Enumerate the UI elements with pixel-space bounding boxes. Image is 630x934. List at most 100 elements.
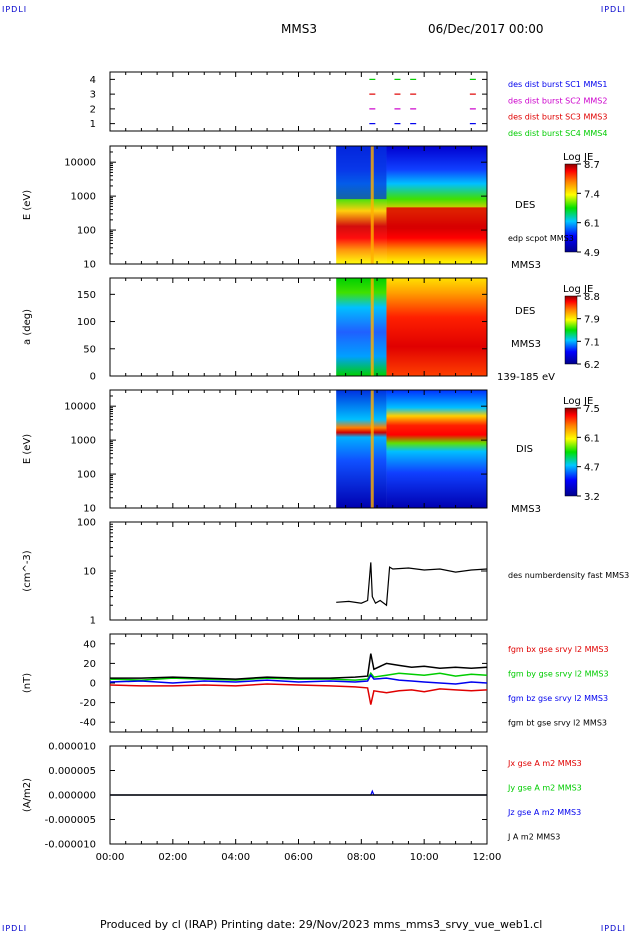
series-line-density: [336, 562, 488, 607]
y-tick-label-fgm: -20: [80, 698, 96, 709]
heatmap-spike: [370, 390, 374, 508]
y-tick-label-dis-energy: 10: [83, 504, 96, 515]
y-tick-label-des-pitch: 0: [90, 372, 96, 383]
series-legend-fgm: fgm by gse srvy l2 MMS3: [508, 670, 609, 679]
series-legend-current: Jz gse A m2 MMS3: [507, 808, 581, 817]
heatmap-region: [386, 278, 487, 376]
corner-label-bottom-left: IPDLI: [2, 924, 28, 933]
side-label-des-energy: MMS3: [511, 260, 541, 271]
heatmap-region: [386, 390, 487, 508]
y-tick-label-des-pitch: 50: [83, 344, 96, 355]
y-tick-label-fgm: -40: [80, 718, 96, 729]
series-line-fgm: [109, 671, 488, 681]
heatmap-region: [386, 146, 487, 264]
colorbar-tick-label-des-pitch: 6.2: [584, 360, 600, 371]
y-tick-label-burst: 2: [90, 104, 96, 115]
heatmap-region: [386, 207, 487, 229]
y-tick-label-density: 100: [77, 518, 96, 529]
y-tick-label-des-pitch: 100: [77, 317, 96, 328]
corner-label-top-right: IPDLI: [600, 5, 626, 14]
spacecraft-title: MMS3: [281, 22, 317, 36]
x-tick-label: 08:00: [347, 852, 376, 863]
y-axis-label-des-energy: E (eV): [22, 190, 33, 220]
burst-label: des dist burst SC3 MMS3: [508, 113, 607, 122]
series-line-fgm: [109, 683, 488, 705]
corner-label-bottom-right: IPDLI: [600, 924, 626, 933]
x-tick-label: 06:00: [284, 852, 313, 863]
heatmap-region: [336, 146, 387, 200]
y-tick-label-fgm: 40: [83, 639, 96, 650]
colorbar-des-pitch: [564, 295, 578, 365]
heatmap-spike: [370, 146, 374, 264]
side-label-dis-energy: DIS: [516, 444, 533, 455]
y-tick-label-des-energy: 100: [77, 226, 96, 237]
y-tick-label-des-energy: 1000: [71, 192, 96, 203]
colorbar-title-des-pitch: Log JE: [563, 284, 593, 295]
y-tick-label-des-energy: 10: [83, 260, 96, 271]
colorbar-des-energy: [564, 163, 578, 253]
side-label-dis-energy: MMS3: [511, 504, 541, 515]
y-tick-label-burst: 1: [90, 119, 96, 130]
x-tick-label: 04:00: [221, 852, 250, 863]
burst-label: des dist burst SC2 MMS2: [508, 96, 607, 105]
y-axis-label-des-pitch: a (deg): [22, 309, 33, 345]
y-tick-label-dis-energy: 100: [77, 470, 96, 481]
y-tick-label-fgm: 0: [90, 679, 96, 690]
side-label-des-pitch: MMS3: [511, 339, 541, 350]
series-legend-current: Jx gse A m2 MMS3: [507, 759, 582, 768]
burst-label: des dist burst SC1 MMS1: [508, 80, 607, 89]
series-legend-fgm: fgm bx gse srvy l2 MMS3: [508, 645, 609, 654]
x-tick-label: 12:00: [473, 852, 502, 863]
series-legend-fgm: fgm bt gse srvy l2 MMS3: [508, 719, 607, 728]
panel-frame-burst: [109, 71, 488, 132]
colorbar-tick-label-des-energy: 7.4: [584, 189, 600, 200]
heatmap-region: [336, 278, 387, 376]
heatmap-region: [336, 390, 387, 508]
side-label-des-pitch: 139-185 eV: [497, 372, 555, 383]
series-legend-current: J A m2 MMS3: [507, 833, 560, 842]
colorbar-title-des-energy: Log JE: [563, 152, 593, 163]
colorbar-tick-label-des-energy: 4.9: [584, 248, 600, 259]
heatmap-spike: [370, 278, 374, 376]
corner-label-top-left: IPDLI: [2, 5, 28, 14]
x-tick-label: 00:00: [96, 852, 125, 863]
series-line-fgm: [109, 673, 488, 685]
y-tick-label-fgm: 20: [83, 659, 96, 670]
y-tick-label-current: 0.000005: [48, 766, 96, 777]
side-label-des-energy: edp scpot MMS3: [508, 234, 574, 243]
y-tick-label-current: -0.000010: [45, 840, 96, 851]
y-axis-label-dis-energy: E (eV): [22, 434, 33, 464]
y-tick-label-dis-energy: 10000: [64, 402, 96, 413]
y-tick-label-density: 1: [90, 616, 96, 627]
colorbar-tick-label-des-pitch: 7.1: [584, 337, 600, 348]
colorbar-dis-energy: [564, 407, 578, 497]
colorbar-tick-label-dis-energy: 7.5: [584, 404, 600, 415]
series-line-fgm: [110, 653, 488, 680]
y-axis-label-fgm: (nT): [22, 673, 33, 693]
colorbar-tick-label-des-energy: 8.7: [584, 160, 600, 171]
y-tick-label-burst: 4: [90, 75, 96, 86]
y-tick-label-burst: 3: [90, 90, 96, 101]
series-legend-density: des numberdensity fast MMS3: [508, 571, 629, 580]
colorbar-tick-label-dis-energy: 4.7: [584, 463, 600, 474]
y-tick-label-current: 0.000000: [48, 791, 96, 802]
colorbar-tick-label-des-energy: 6.1: [584, 219, 600, 230]
y-axis-label-density: (cm^-3): [22, 550, 33, 591]
x-tick-label: 02:00: [158, 852, 187, 863]
side-label-des-pitch: DES: [515, 306, 535, 317]
x-tick-label: 10:00: [410, 852, 439, 863]
y-tick-label-density: 10: [83, 567, 96, 578]
y-tick-label-current: 0.000010: [48, 742, 96, 753]
colorbar-tick-label-des-pitch: 7.9: [584, 315, 600, 326]
y-tick-label-des-pitch: 150: [77, 290, 96, 301]
footer-text: Produced by cl (IRAP) Printing date: 29/…: [100, 918, 543, 931]
burst-label: des dist burst SC4 MMS4: [508, 129, 607, 138]
colorbar-tick-label-des-pitch: 8.8: [584, 292, 600, 303]
y-tick-label-dis-energy: 1000: [71, 436, 96, 447]
colorbar-title-dis-energy: Log JE: [563, 396, 593, 407]
y-axis-label-current: (A/m2): [22, 778, 33, 812]
colorbar-tick-label-dis-energy: 3.2: [584, 492, 600, 503]
colorbar-tick-label-dis-energy: 6.1: [584, 433, 600, 444]
panel-frame-density: [109, 521, 488, 621]
